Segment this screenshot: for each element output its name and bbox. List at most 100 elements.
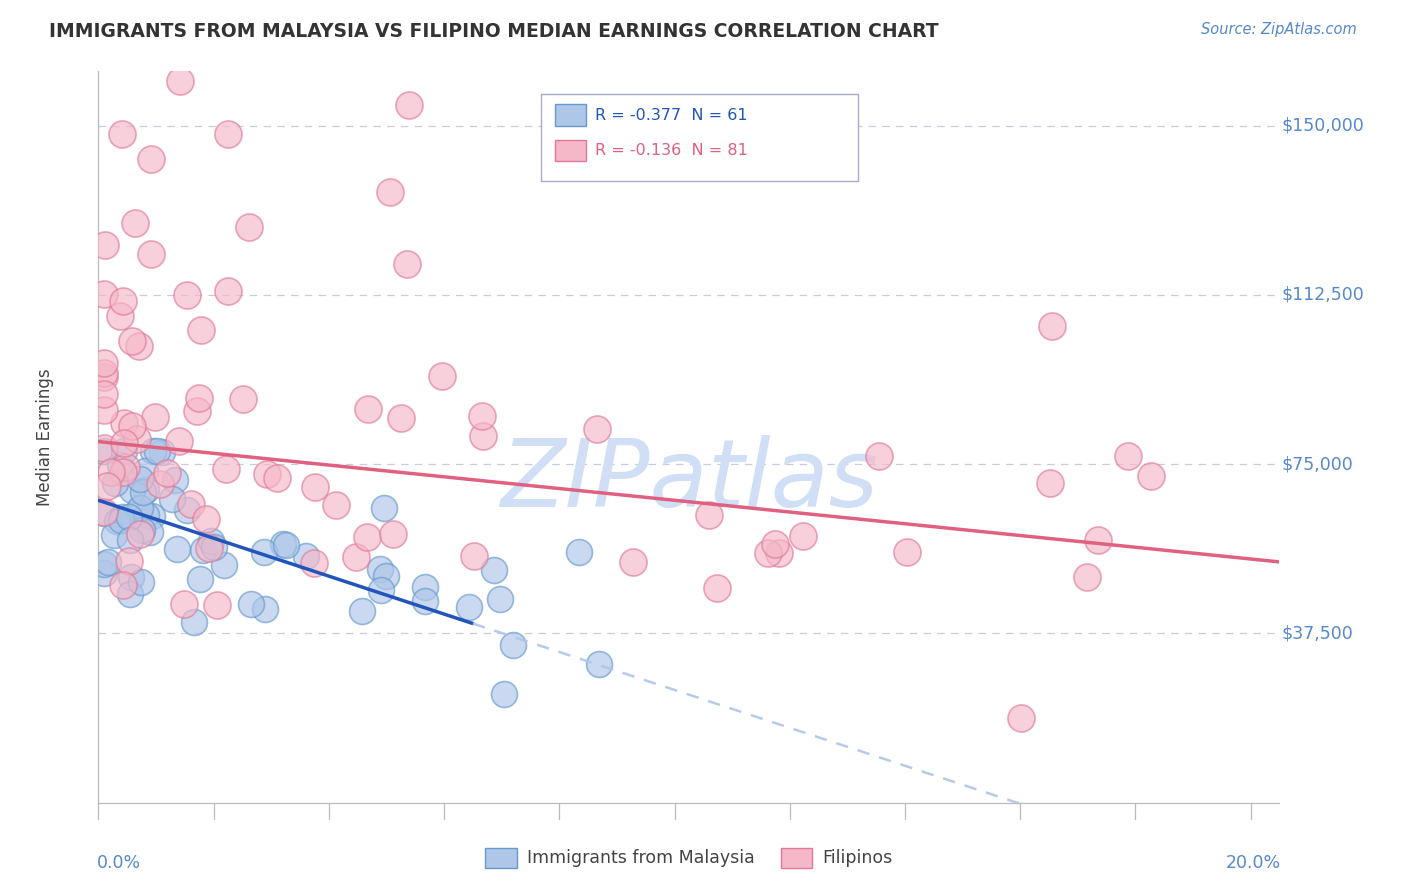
Point [93, 287, 115, 301]
Point [1076, 570, 1098, 584]
Point [93, 506, 115, 520]
Point [413, 580, 436, 594]
Point [896, 545, 918, 559]
Point [114, 443, 136, 458]
Point [187, 391, 209, 405]
Point [186, 404, 208, 418]
Point [93, 386, 115, 401]
Point [105, 515, 128, 529]
Point [1042, 318, 1064, 333]
Point [138, 524, 160, 539]
Point [129, 575, 152, 590]
Point [502, 638, 524, 652]
Point [104, 475, 127, 490]
Text: Median Earnings: Median Earnings [37, 368, 55, 506]
Point [706, 581, 728, 595]
Point [120, 533, 142, 548]
Point [120, 570, 142, 584]
Point [232, 392, 254, 406]
Point [202, 541, 225, 555]
Point [93, 441, 115, 455]
Point [141, 509, 163, 524]
Point [188, 573, 211, 587]
Point [325, 498, 347, 512]
Point [93, 566, 115, 581]
Point [135, 508, 157, 522]
Point [378, 185, 401, 199]
Point [125, 432, 148, 446]
Point [200, 533, 222, 548]
Point [276, 538, 298, 552]
Point [139, 153, 162, 167]
Point [163, 474, 186, 488]
Point [118, 554, 141, 568]
Point [398, 98, 420, 112]
Point [373, 500, 395, 515]
Point [96, 479, 118, 493]
Point [166, 542, 188, 557]
Point [129, 500, 152, 515]
Point [128, 339, 150, 353]
Point [568, 545, 591, 559]
Point [111, 465, 134, 479]
Point [111, 128, 134, 142]
Point [108, 458, 131, 473]
Point [93, 557, 115, 571]
Point [117, 509, 139, 524]
Point [472, 429, 495, 443]
Point [294, 549, 316, 563]
Text: $150,000: $150,000 [1282, 117, 1365, 135]
Point [190, 323, 212, 337]
Point [756, 546, 779, 560]
Point [111, 578, 134, 592]
Point [352, 604, 374, 618]
Point [124, 216, 146, 230]
Point [239, 597, 262, 611]
Point [1039, 476, 1062, 491]
Point [368, 561, 391, 575]
Point [146, 443, 169, 458]
Point [150, 445, 173, 459]
Point [112, 416, 135, 430]
Point [156, 466, 179, 480]
Point [395, 257, 418, 271]
Text: $75,000: $75,000 [1282, 455, 1354, 473]
Text: 0.0%: 0.0% [97, 854, 142, 872]
Point [217, 128, 239, 142]
Point [134, 464, 156, 478]
Point [176, 503, 198, 517]
Point [169, 74, 191, 88]
Point [215, 461, 238, 475]
Point [183, 615, 205, 629]
Point [492, 687, 515, 701]
Point [273, 537, 295, 551]
Point [1087, 533, 1109, 548]
Point [344, 549, 367, 564]
Point [266, 471, 288, 485]
Point [132, 484, 155, 499]
Point [94, 238, 117, 252]
Point [198, 541, 221, 555]
Point [238, 219, 260, 234]
Point [586, 422, 609, 436]
Point [217, 284, 239, 298]
Point [430, 368, 453, 383]
Point [108, 310, 131, 324]
Point [93, 355, 115, 369]
Text: R = -0.377  N = 61: R = -0.377 N = 61 [595, 108, 748, 122]
Point [374, 569, 396, 583]
Point [463, 549, 485, 563]
Point [118, 586, 141, 600]
Point [191, 543, 214, 558]
Point [167, 434, 190, 448]
Point [256, 467, 278, 481]
Point [304, 480, 326, 494]
Point [1010, 711, 1032, 725]
Text: $112,500: $112,500 [1282, 285, 1365, 304]
Point [868, 449, 890, 463]
Point [699, 508, 721, 523]
Point [176, 287, 198, 301]
Point [100, 465, 122, 479]
Point [356, 401, 378, 416]
Point [112, 436, 135, 450]
